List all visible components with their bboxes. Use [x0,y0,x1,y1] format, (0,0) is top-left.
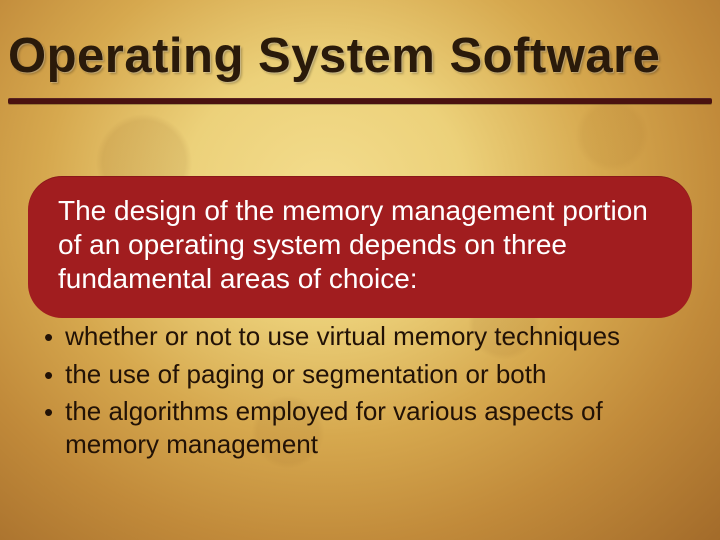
list-item: • the use of paging or segmentation or b… [44,358,680,392]
intro-text: The design of the memory management port… [58,194,662,296]
title-region: Operating System Software [0,28,720,104]
intro-box: The design of the memory management port… [28,176,692,318]
title-underline [8,98,712,104]
bullet-marker: • [44,321,53,354]
list-item: • the algorithms employed for various as… [44,395,680,460]
bullet-text: the use of paging or segmentation or bot… [65,358,680,391]
bullet-text: the algorithms employed for various aspe… [65,395,680,460]
bullet-text: whether or not to use virtual memory tec… [65,320,680,353]
page-title: Operating System Software [8,28,712,84]
bullet-list: • whether or not to use virtual memory t… [44,320,680,464]
list-item: • whether or not to use virtual memory t… [44,320,680,354]
bullet-marker: • [44,359,53,392]
bullet-marker: • [44,396,53,429]
